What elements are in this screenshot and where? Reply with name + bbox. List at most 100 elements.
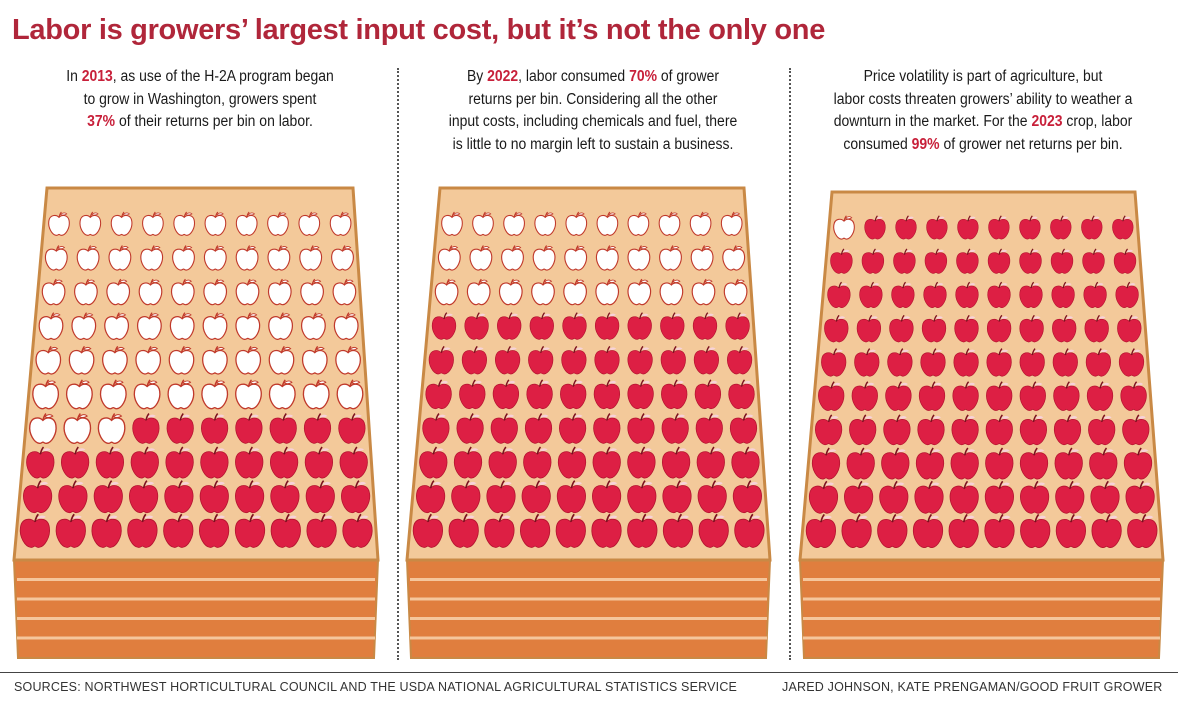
labor-apple bbox=[985, 414, 1013, 446]
other-apple bbox=[434, 278, 459, 306]
labor-apple bbox=[303, 413, 332, 444]
text-segment: downturn in the market. For the bbox=[833, 113, 1032, 130]
labor-apple bbox=[985, 447, 1014, 480]
labor-apple bbox=[923, 281, 947, 308]
labor-apple bbox=[19, 513, 50, 548]
other-apple bbox=[170, 278, 195, 306]
bin-2023 bbox=[798, 190, 1165, 659]
labor-apple bbox=[1090, 480, 1120, 514]
labor-apple bbox=[877, 513, 908, 549]
other-apple bbox=[534, 211, 557, 236]
labor-apple bbox=[950, 447, 979, 480]
labor-apple bbox=[1115, 281, 1139, 308]
labor-apple bbox=[1053, 381, 1080, 411]
other-apple bbox=[29, 413, 57, 445]
other-apple bbox=[41, 278, 66, 306]
labor-apple bbox=[524, 413, 553, 444]
other-apple bbox=[659, 245, 682, 271]
other-apple bbox=[332, 278, 357, 306]
labor-apple bbox=[1052, 348, 1078, 377]
labor-apple bbox=[879, 480, 909, 514]
labor-apple bbox=[1019, 314, 1044, 343]
labor-apple bbox=[305, 480, 335, 514]
labor-apple bbox=[827, 281, 851, 308]
labor-apple bbox=[526, 379, 553, 410]
labor-apple bbox=[951, 414, 979, 446]
labor-apple bbox=[627, 379, 654, 410]
other-apple bbox=[68, 345, 95, 375]
labor-apple bbox=[895, 215, 917, 240]
labor-apple bbox=[428, 345, 454, 375]
labor-apple bbox=[486, 480, 516, 514]
other-apple bbox=[173, 211, 196, 236]
other-apple bbox=[202, 312, 228, 341]
labor-apple bbox=[821, 348, 847, 377]
labor-apple bbox=[1120, 381, 1147, 411]
labor-apple bbox=[1019, 381, 1046, 411]
labor-apple bbox=[235, 480, 265, 514]
labor-apple bbox=[1123, 447, 1153, 480]
labor-apple bbox=[1019, 248, 1042, 274]
labor-apple bbox=[419, 446, 448, 479]
other-apple bbox=[498, 278, 523, 306]
labor-apple bbox=[523, 446, 552, 479]
labor-apple bbox=[729, 413, 758, 444]
other-apple bbox=[203, 245, 227, 271]
bin-2013 bbox=[12, 186, 380, 659]
labor-apple bbox=[627, 345, 653, 375]
labor-apple bbox=[984, 480, 1014, 514]
text-segment: Price volatility is part of agriculture,… bbox=[863, 68, 1103, 85]
labor-apple bbox=[492, 379, 520, 410]
labor-apple bbox=[557, 446, 587, 479]
labor-apple bbox=[422, 413, 450, 444]
labor-apple bbox=[864, 215, 886, 240]
labor-apple bbox=[988, 215, 1010, 240]
other-apple bbox=[108, 245, 132, 271]
other-apple bbox=[74, 278, 98, 306]
highlight-value: 37% bbox=[87, 113, 116, 130]
other-apple bbox=[104, 312, 130, 341]
bin-front bbox=[405, 559, 772, 659]
other-apple bbox=[235, 245, 259, 271]
footer-rule bbox=[0, 672, 1178, 673]
labor-apple bbox=[734, 513, 765, 548]
other-apple bbox=[235, 379, 262, 410]
other-apple bbox=[722, 245, 746, 271]
labor-apple bbox=[1081, 215, 1103, 240]
labor-apple bbox=[859, 281, 883, 308]
labor-apple bbox=[1019, 281, 1043, 308]
panel-text-line: consumed 99% of grower net returns per b… bbox=[821, 134, 1145, 157]
labor-apple bbox=[521, 480, 551, 514]
labor-apple bbox=[235, 413, 263, 444]
text-segment: is little to no margin left to sustain a… bbox=[452, 135, 734, 153]
other-apple bbox=[300, 312, 326, 341]
labor-apple bbox=[490, 413, 518, 444]
labor-apple bbox=[915, 447, 945, 480]
other-apple bbox=[268, 379, 296, 410]
labor-apple bbox=[953, 348, 979, 377]
panel-2022-text: By 2022, labor consumed 70% of grower ret… bbox=[431, 66, 755, 156]
other-apple bbox=[140, 245, 164, 271]
panel-divider-1 bbox=[397, 68, 399, 660]
labor-apple bbox=[1053, 414, 1082, 446]
other-apple bbox=[689, 211, 712, 236]
other-apple bbox=[202, 345, 228, 375]
labor-apple bbox=[662, 513, 694, 548]
highlight-value: 99% bbox=[911, 135, 940, 153]
other-apple bbox=[235, 278, 260, 306]
labor-apple bbox=[1050, 248, 1074, 274]
labor-apple bbox=[1085, 348, 1111, 377]
other-apple bbox=[110, 211, 133, 236]
other-apple bbox=[302, 379, 330, 410]
labor-apple bbox=[954, 314, 979, 343]
labor-apple bbox=[561, 345, 587, 375]
labor-apple bbox=[484, 513, 515, 548]
other-apple bbox=[441, 211, 463, 236]
other-apple bbox=[169, 312, 195, 341]
panel-2023-text: Price volatility is part of agriculture,… bbox=[821, 66, 1145, 156]
labor-apple bbox=[562, 312, 587, 340]
labor-apple bbox=[885, 381, 912, 411]
labor-apple bbox=[592, 446, 621, 479]
other-apple bbox=[172, 245, 195, 271]
